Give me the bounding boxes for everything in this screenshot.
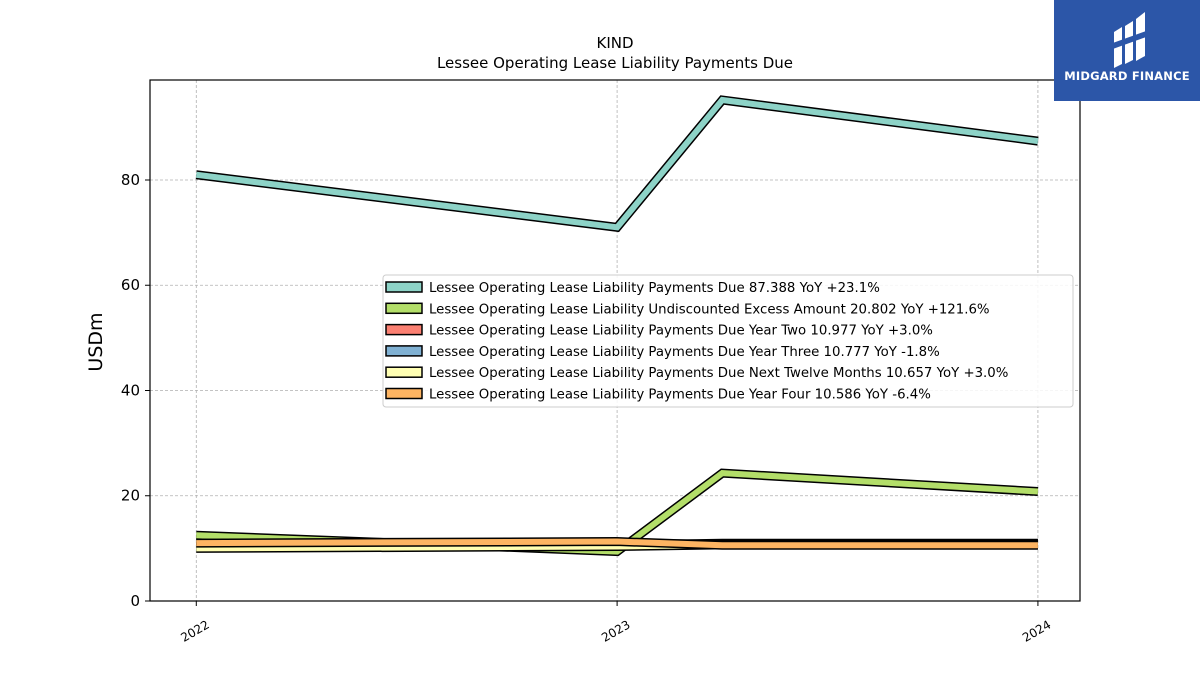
chart-title: KIND xyxy=(596,34,633,52)
legend-label-2: Lessee Operating Lease Liability Undisco… xyxy=(429,302,990,317)
y-axis-label: USDm xyxy=(85,312,107,371)
legend-label-1: Lessee Operating Lease Liability Payment… xyxy=(429,281,880,296)
legend-swatch-3 xyxy=(385,323,423,336)
axis-ticks: 0 20 40 60 80 2022 2023 2024 xyxy=(121,171,1054,645)
x-tick-label: 2022 xyxy=(178,617,211,644)
legend-label-4: Lessee Operating Lease Liability Payment… xyxy=(429,345,940,360)
y-tick-label: 0 xyxy=(130,592,140,610)
y-tick-label: 60 xyxy=(121,276,140,294)
y-tick-label: 20 xyxy=(121,487,140,505)
legend-swatch-5 xyxy=(385,366,423,378)
plot-frame xyxy=(149,79,1081,602)
series-layer xyxy=(195,95,1039,557)
y-tick-label: 80 xyxy=(121,171,140,189)
legend: Lessee Operating Lease Liability Payment… xyxy=(382,274,1074,408)
legend-box xyxy=(382,274,1074,408)
legend-label-6: Lessee Operating Lease Liability Payment… xyxy=(429,388,931,403)
legend-swatch-2 xyxy=(385,302,423,315)
brand-name: MIDGARD FINANCE xyxy=(1064,69,1190,83)
series-outline-1 xyxy=(195,95,1039,233)
x-tick-label: 2023 xyxy=(599,617,632,644)
midgard-logo-icon xyxy=(1110,12,1149,68)
legend-swatch-4 xyxy=(385,345,423,357)
series-line-6 xyxy=(196,538,1038,549)
legend-swatch-6 xyxy=(385,387,423,400)
brand-logo: MIDGARD FINANCE xyxy=(1054,0,1200,101)
chart-subtitle: Lessee Operating Lease Liability Payment… xyxy=(437,54,793,72)
series-line-1 xyxy=(195,96,1039,231)
x-tick-label: 2024 xyxy=(1020,617,1053,644)
legend-label-3: Lessee Operating Lease Liability Payment… xyxy=(429,324,933,339)
legend-label-5: Lessee Operating Lease Liability Payment… xyxy=(429,366,1008,381)
y-tick-label: 40 xyxy=(121,381,140,399)
legend-swatch-1 xyxy=(385,281,423,293)
